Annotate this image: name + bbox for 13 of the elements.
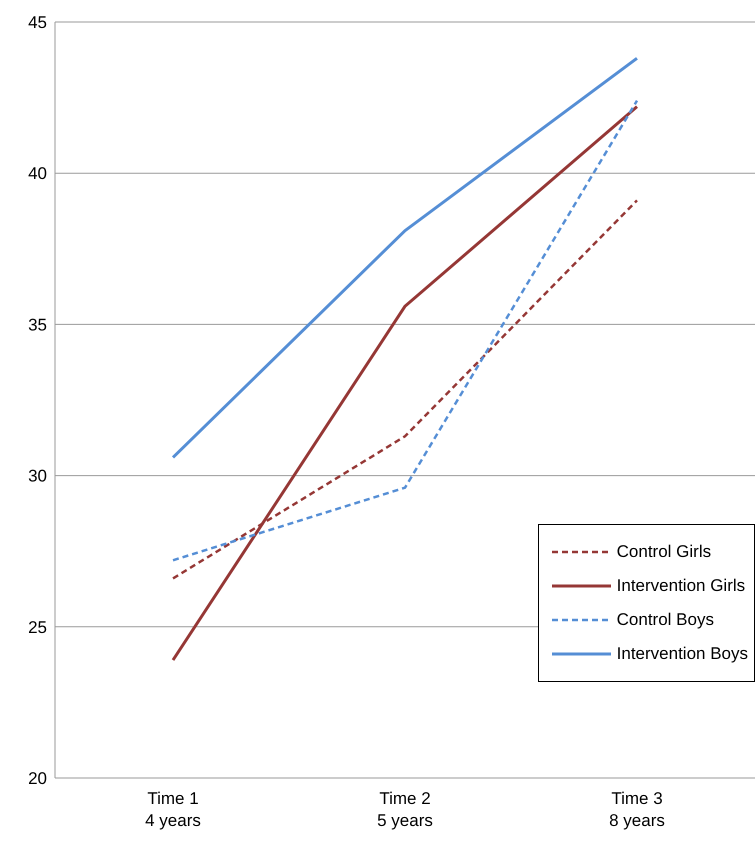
y-tick-label: 45	[28, 13, 47, 32]
y-tick-label: 40	[28, 164, 47, 184]
legend-label: Control Girls	[616, 542, 712, 562]
legend-label: Control Boys	[616, 610, 714, 630]
y-tick-label: 20	[28, 769, 47, 788]
legend-label: Intervention Girls	[616, 576, 746, 596]
y-tick-label: 35	[28, 315, 47, 334]
legend-label: Intervention Boys	[616, 644, 748, 664]
y-tick-label: 25	[28, 618, 47, 637]
x-tick-label: Time 3 8 years	[609, 789, 665, 830]
x-tick-label: Time 1 4 years	[145, 789, 201, 830]
x-tick-label: Time 2 5 years	[377, 789, 433, 830]
y-tick-label: 30	[28, 466, 47, 486]
